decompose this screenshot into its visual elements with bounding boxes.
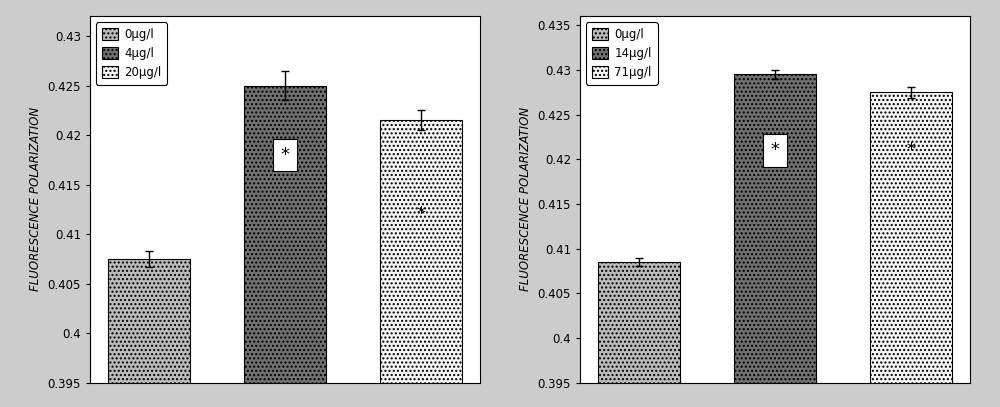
Legend: 0μg/l, 4μg/l, 20μg/l: 0μg/l, 4μg/l, 20μg/l [96,22,167,85]
Text: *: * [417,205,426,223]
Text: *: * [280,146,290,164]
Legend: 0μg/l, 14μg/l, 71μg/l: 0μg/l, 14μg/l, 71μg/l [586,22,658,85]
Bar [870,92,952,407]
Bar [734,74,816,407]
Bar [598,262,680,407]
Text: *: * [907,141,916,159]
Y-axis label: FLUORESCENCE POLARIZATION: FLUORESCENCE POLARIZATION [519,107,532,291]
Bar [244,85,326,407]
Bar [380,120,462,407]
Y-axis label: FLUORESCENCE POLARIZATION: FLUORESCENCE POLARIZATION [29,107,42,291]
Bar [108,259,190,407]
Text: *: * [770,141,780,159]
